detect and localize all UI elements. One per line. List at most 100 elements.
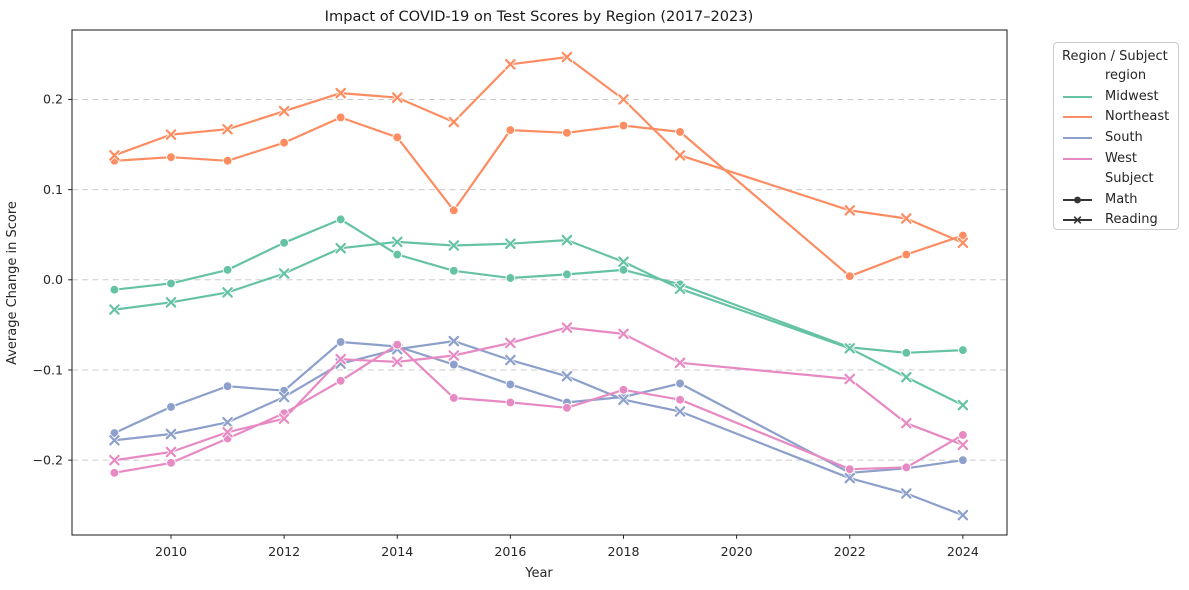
- legend-item-northeast: Northeast: [1062, 107, 1170, 128]
- legend-label: South: [1105, 130, 1143, 146]
- data-point-northeast-reading: [165, 129, 177, 140]
- data-point-west-math: [166, 458, 176, 468]
- data-point-northeast-math: [392, 132, 403, 143]
- legend-header: region: [1062, 66, 1170, 87]
- data-point-northeast-reading: [391, 92, 403, 103]
- data-point-midwest-math: [562, 269, 572, 280]
- data-point-midwest-math: [279, 237, 289, 248]
- data-point-midwest-reading: [957, 399, 969, 411]
- data-point-northeast-math: [958, 230, 968, 241]
- data-point-south-math: [448, 359, 459, 370]
- data-point-northeast-math: [335, 112, 346, 123]
- data-point-northeast-math: [618, 120, 629, 131]
- data-point-northeast-math: [505, 125, 516, 135]
- data-point-west-reading: [391, 356, 403, 368]
- data-point-south-reading: [957, 509, 969, 521]
- legend-item-reading: Reading: [1062, 210, 1170, 231]
- data-point-south-reading: [448, 335, 460, 347]
- data-point-south-math: [335, 337, 346, 347]
- series-line-west-math: [113, 343, 964, 474]
- x-axis-label: Year: [524, 566, 553, 581]
- data-point-northeast-reading: [448, 116, 460, 128]
- data-point-west-math: [505, 397, 516, 408]
- data-point-midwest-math: [958, 345, 968, 355]
- data-point-west-reading: [335, 353, 346, 365]
- y-tick-label: 0.1: [43, 182, 63, 197]
- data-point-south-reading: [618, 394, 629, 406]
- data-point-west-reading: [901, 417, 912, 429]
- data-point-west-reading: [165, 446, 177, 458]
- data-point-west-reading: [278, 413, 290, 424]
- data-point-west-math: [109, 467, 120, 478]
- data-point-midwest-reading: [222, 287, 233, 298]
- data-point-midwest-reading: [674, 283, 686, 295]
- data-point-midwest-math: [901, 347, 912, 358]
- data-point-south-math: [222, 381, 233, 392]
- circle-marker-icon: [1074, 196, 1081, 204]
- y-tick-label: −0.1: [32, 362, 63, 377]
- y-axis-label: Average Change in Score: [5, 201, 20, 365]
- data-point-midwest-reading: [505, 238, 516, 250]
- series-line-midwest-reading: [113, 239, 964, 407]
- data-point-midwest-math: [392, 249, 403, 260]
- legend-line-swatch: [1063, 116, 1092, 119]
- data-point-midwest-reading: [165, 297, 177, 308]
- legend-marker-swatch-x: [1063, 216, 1092, 225]
- legend-item-south: South: [1062, 128, 1170, 149]
- series-line-northeast-math: [113, 116, 964, 278]
- legend-label: Reading: [1105, 212, 1158, 228]
- data-point-midwest-math: [109, 284, 120, 295]
- data-point-midwest-math: [505, 273, 516, 283]
- legend-label: Subject: [1105, 171, 1154, 187]
- data-point-northeast-math: [562, 127, 572, 138]
- series-line-midwest-math: [113, 218, 964, 354]
- data-point-west-math: [618, 384, 629, 395]
- data-point-northeast-reading: [278, 105, 290, 117]
- legend-marker-swatch-circle: [1063, 196, 1092, 204]
- data-point-south-math: [505, 379, 516, 390]
- legend-label: West: [1105, 150, 1137, 166]
- data-point-northeast-reading: [674, 150, 686, 161]
- series-line-west-reading: [113, 326, 964, 462]
- data-point-northeast-math: [279, 137, 289, 148]
- series-layer: [108, 50, 970, 522]
- legend-label: Northeast: [1105, 109, 1170, 125]
- data-point-west-math: [844, 464, 855, 475]
- legend-item-west: West: [1062, 148, 1170, 169]
- data-point-northeast-math: [222, 155, 233, 166]
- plot-border: [71, 29, 1008, 536]
- data-point-west-reading: [109, 454, 120, 466]
- x-tick-label: 2024: [947, 544, 979, 559]
- data-point-south-math: [166, 402, 176, 412]
- data-point-midwest-reading: [618, 256, 629, 268]
- data-point-northeast-reading: [901, 213, 912, 224]
- data-point-south-reading: [222, 416, 233, 428]
- data-point-northeast-reading: [222, 123, 233, 135]
- data-point-west-reading: [844, 373, 856, 385]
- data-point-northeast-reading: [335, 87, 346, 99]
- y-tick-label: −0.2: [32, 452, 63, 467]
- data-point-midwest-math: [335, 214, 346, 225]
- data-point-northeast-math: [675, 127, 685, 137]
- data-point-west-reading: [222, 426, 233, 438]
- legend-rows: region Midwest Northeast South West Subject Ma…: [1062, 66, 1170, 231]
- data-point-south-reading: [165, 428, 177, 440]
- data-point-west-math: [335, 375, 346, 386]
- data-point-northeast-math: [448, 205, 459, 216]
- x-tick-label: 2018: [607, 544, 639, 559]
- data-point-south-reading: [561, 370, 573, 382]
- x-tick-label: 2010: [155, 544, 187, 559]
- data-point-west-reading: [957, 439, 969, 451]
- x-tick-label: 2014: [381, 544, 413, 559]
- data-point-northeast-math: [901, 249, 912, 260]
- data-point-northeast-math: [166, 152, 176, 163]
- data-point-west-math: [958, 430, 968, 440]
- x-tick-label: 2020: [721, 544, 753, 559]
- data-point-west-math: [448, 393, 459, 403]
- series-line-northeast-reading: [113, 56, 964, 244]
- legend-line-swatch: [1063, 137, 1092, 140]
- series-line-south-reading: [113, 340, 964, 517]
- data-point-northeast-reading: [109, 150, 120, 161]
- x-tick-label: 2022: [834, 544, 866, 559]
